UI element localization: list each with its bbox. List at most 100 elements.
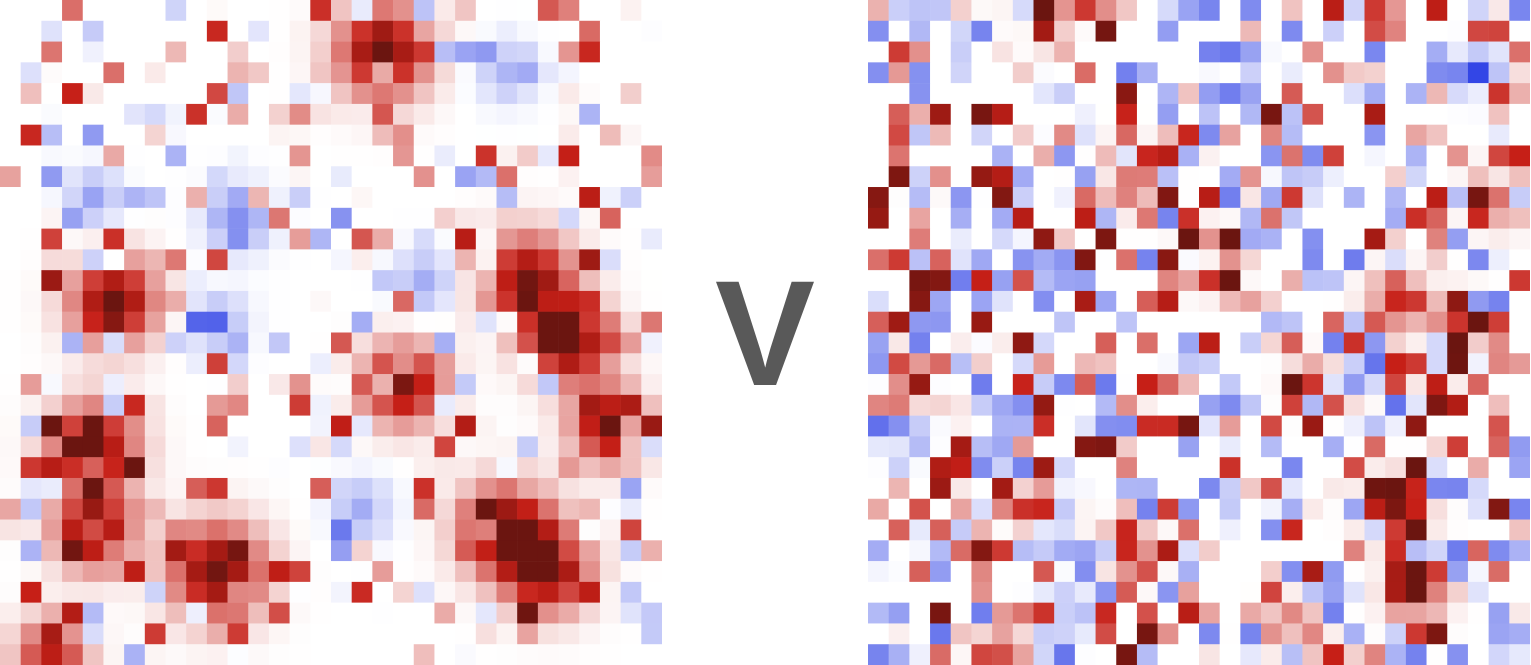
left-heatmap-cell-19-10 — [206, 394, 228, 416]
right-heatmap-cell-2-3 — [930, 41, 952, 63]
left-heatmap-cell-12-19 — [393, 249, 415, 271]
left-heatmap-cell-19-23 — [475, 394, 497, 416]
right-heatmap-cell-19-17 — [1219, 394, 1241, 416]
right-heatmap-cell-28-4 — [950, 581, 972, 603]
left-heatmap-cell-10-1 — [20, 207, 42, 229]
right-heatmap-cell-26-14 — [1157, 540, 1179, 562]
right-heatmap-cell-30-15 — [1178, 623, 1200, 645]
left-heatmap-cell-26-1 — [20, 540, 42, 562]
right-heatmap-cell-24-16 — [1199, 498, 1220, 520]
right-heatmap-cell-31-31 — [1509, 644, 1530, 665]
left-heatmap-cell-12-14 — [289, 249, 311, 271]
right-heatmap-cell-10-24 — [1364, 207, 1386, 229]
left-heatmap-cell-3-26 — [537, 62, 559, 84]
left-heatmap-cell-17-21 — [434, 353, 456, 375]
right-heatmap-cell-28-31 — [1509, 581, 1530, 603]
left-heatmap-cell-1-26 — [537, 20, 559, 42]
right-heatmap-cell-8-28 — [1447, 166, 1469, 188]
right-heatmap-cell-31-20 — [1281, 644, 1303, 665]
left-heatmap-cell-26-14 — [289, 540, 311, 562]
right-heatmap-cell-17-29 — [1467, 353, 1489, 375]
left-heatmap-cell-17-26 — [537, 353, 559, 375]
right-heatmap-cell-21-31 — [1509, 436, 1530, 458]
right-heatmap-cell-3-20 — [1281, 62, 1303, 84]
right-heatmap-cell-25-10 — [1074, 519, 1096, 541]
right-heatmap-cell-3-3 — [930, 62, 952, 84]
left-heatmap-cell-4-4 — [82, 83, 104, 105]
left-heatmap-cell-23-26 — [537, 477, 559, 499]
right-heatmap-cell-4-26 — [1405, 83, 1427, 105]
right-heatmap-cell-20-1 — [888, 415, 910, 437]
left-heatmap-cell-7-14 — [289, 145, 311, 167]
left-heatmap-cell-19-25 — [517, 394, 539, 416]
left-heatmap-cell-26-26 — [537, 540, 559, 562]
left-heatmap-cell-18-15 — [310, 374, 332, 396]
right-heatmap-cell-21-28 — [1447, 436, 1469, 458]
left-heatmap-cell-18-22 — [455, 374, 477, 396]
left-heatmap-cell-24-12 — [248, 498, 270, 520]
left-heatmap-cell-15-12 — [248, 311, 270, 333]
right-heatmap-cell-4-24 — [1364, 83, 1386, 105]
left-heatmap-cell-27-21 — [434, 561, 456, 583]
left-heatmap-cell-10-21 — [434, 207, 456, 229]
left-heatmap-cell-7-4 — [82, 145, 104, 167]
right-heatmap-cell-14-2 — [909, 290, 931, 312]
right-heatmap-cell-19-22 — [1323, 394, 1345, 416]
right-heatmap-cell-31-22 — [1323, 644, 1345, 665]
left-heatmap-cell-22-25 — [517, 457, 539, 479]
left-heatmap-cell-22-4 — [82, 457, 104, 479]
left-heatmap-cell-20-6 — [124, 415, 146, 437]
right-heatmap-cell-6-7 — [1012, 124, 1034, 146]
left-heatmap-cell-15-8 — [165, 311, 187, 333]
left-heatmap-cell-11-2 — [41, 228, 63, 250]
left-heatmap-cell-15-4 — [82, 311, 104, 333]
right-heatmap-cell-18-1 — [888, 374, 910, 396]
left-heatmap-cell-11-29 — [599, 228, 621, 250]
right-heatmap-cell-7-2 — [909, 145, 931, 167]
right-heatmap-cell-3-28 — [1447, 62, 1469, 84]
right-heatmap-cell-8-26 — [1405, 166, 1427, 188]
left-heatmap-cell-10-23 — [475, 207, 497, 229]
right-heatmap-cell-8-7 — [1012, 166, 1034, 188]
right-heatmap-cell-3-27 — [1426, 62, 1448, 84]
right-heatmap-cell-7-30 — [1488, 145, 1510, 167]
left-heatmap-cell-30-11 — [227, 623, 249, 645]
right-heatmap-cell-5-26 — [1405, 103, 1427, 125]
left-heatmap-cell-0-7 — [144, 0, 166, 22]
left-heatmap-cell-3-25 — [517, 62, 539, 84]
right-heatmap-cell-15-2 — [909, 311, 931, 333]
right-heatmap-cell-21-19 — [1261, 436, 1283, 458]
left-heatmap-cell-16-1 — [20, 332, 42, 354]
right-heatmap-cell-11-1 — [888, 228, 910, 250]
right-heatmap-cell-23-28 — [1447, 477, 1469, 499]
left-heatmap-cell-14-9 — [186, 290, 208, 312]
left-heatmap-cell-20-28 — [579, 415, 601, 437]
left-heatmap-cell-23-15 — [310, 477, 332, 499]
left-heatmap-cell-20-31 — [641, 415, 662, 437]
left-heatmap-cell-14-1 — [20, 290, 42, 312]
right-heatmap-cell-23-17 — [1219, 477, 1241, 499]
right-heatmap-cell-30-0 — [868, 623, 889, 645]
right-heatmap-cell-22-15 — [1178, 457, 1200, 479]
right-heatmap-cell-15-27 — [1426, 311, 1448, 333]
right-heatmap-cell-10-12 — [1116, 207, 1138, 229]
right-heatmap-cell-8-3 — [930, 166, 952, 188]
right-heatmap-cell-3-22 — [1323, 62, 1345, 84]
right-heatmap-cell-4-5 — [971, 83, 993, 105]
right-heatmap-cell-22-29 — [1467, 457, 1489, 479]
right-heatmap-cell-18-30 — [1488, 374, 1510, 396]
left-heatmap-cell-0-30 — [620, 0, 642, 22]
right-heatmap-cell-11-7 — [1012, 228, 1034, 250]
left-heatmap-cell-20-9 — [186, 415, 208, 437]
left-heatmap-cell-4-13 — [268, 83, 290, 105]
right-heatmap-cell-24-20 — [1281, 498, 1303, 520]
right-heatmap-cell-30-18 — [1240, 623, 1262, 645]
left-heatmap-cell-20-22 — [455, 415, 477, 437]
left-heatmap-cell-21-22 — [455, 436, 477, 458]
left-heatmap-cell-10-26 — [537, 207, 559, 229]
right-heatmap-cell-26-13 — [1136, 540, 1158, 562]
left-heatmap-cell-13-2 — [41, 270, 63, 292]
right-heatmap-cell-21-20 — [1281, 436, 1303, 458]
left-heatmap-cell-2-17 — [351, 41, 373, 63]
left-heatmap-cell-15-9 — [186, 311, 208, 333]
